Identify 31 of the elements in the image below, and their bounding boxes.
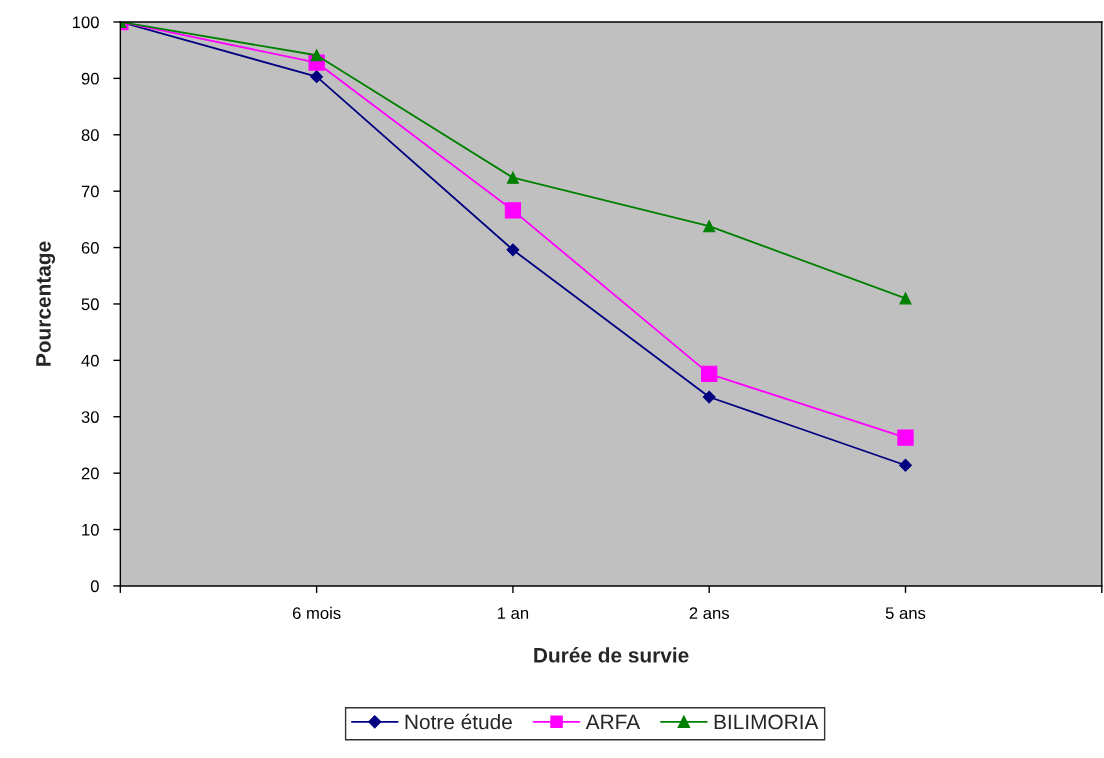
point bbox=[899, 458, 912, 472]
y-tick-label: 20 bbox=[81, 467, 99, 480]
point bbox=[703, 220, 716, 233]
y-tick-label: 50 bbox=[81, 298, 99, 311]
y-tick-label: 10 bbox=[82, 523, 99, 536]
point bbox=[310, 49, 323, 62]
point bbox=[899, 292, 912, 305]
y-tick-label: 60 bbox=[81, 241, 99, 254]
y-tick-label: 70 bbox=[81, 185, 99, 198]
point bbox=[506, 171, 519, 184]
x-axis-title: Durée de survie bbox=[534, 647, 689, 663]
x-tick-label: 1 an bbox=[497, 607, 529, 620]
y-tick-label: 100 bbox=[72, 16, 99, 29]
x-tick-label: 6 mois bbox=[292, 606, 341, 620]
y-tick-label: 80 bbox=[81, 129, 99, 141]
point bbox=[504, 202, 522, 219]
point bbox=[310, 70, 324, 84]
legend-label: Notre étude bbox=[405, 713, 512, 730]
y-axis-title: Pourcentage bbox=[36, 241, 56, 366]
point bbox=[701, 365, 718, 383]
y-tick-label: 30 bbox=[81, 411, 99, 423]
point bbox=[506, 243, 520, 257]
legend-label: ARFA bbox=[585, 714, 641, 730]
x-tick-label: 2 ans bbox=[689, 607, 729, 620]
x-tick-label: 5 ans bbox=[885, 607, 926, 620]
y-tick-label: 40 bbox=[81, 354, 99, 367]
point bbox=[897, 429, 914, 446]
point bbox=[702, 390, 716, 404]
legend-label: BILIMORIA bbox=[714, 714, 819, 730]
y-tick-label: 0 bbox=[90, 580, 99, 593]
y-tick-label: 90 bbox=[81, 72, 99, 85]
